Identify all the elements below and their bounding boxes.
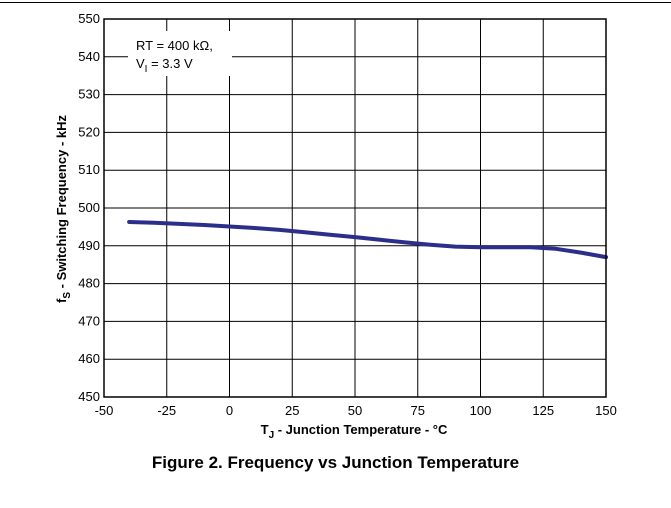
- x-tick-label: 0: [226, 403, 233, 418]
- figure-caption: Figure 2. Frequency vs Junction Temperat…: [151, 453, 520, 472]
- y-tick-label: 470: [78, 313, 100, 328]
- annotation-line-1: RT = 400 kΩ,: [136, 38, 213, 53]
- annotation-box: [128, 31, 232, 76]
- x-tick-label: 75: [411, 403, 425, 418]
- y-tick-label: 540: [78, 49, 100, 64]
- y-tick-label: 490: [78, 238, 100, 253]
- x-tick-label: -25: [157, 403, 176, 418]
- x-axis-label: TJ - Junction Temperature - °C: [261, 422, 448, 441]
- x-axis-label-rest: - Junction Temperature - °C: [274, 422, 448, 437]
- y-axis-label-rest: - Switching Frequency - kHz: [54, 115, 69, 292]
- x-tick-label: 25: [285, 403, 299, 418]
- annotation-line-2-rest: = 3.3 V: [147, 56, 192, 71]
- y-tick-label: 480: [78, 276, 100, 291]
- series-line: [127, 220, 608, 260]
- annotation-line-2-sub: I: [145, 64, 148, 75]
- y-tick-label: 550: [78, 11, 100, 26]
- y-tick-labels: 450 460 470 480 490 500 510 520 530 540 550: [78, 11, 100, 404]
- x-tick-labels: -50 -25 0 25 50 75 100 125 150: [95, 403, 617, 418]
- plot-frame: [103, 18, 607, 398]
- y-axis-label-main: f: [54, 298, 69, 303]
- x-tick-label: -50: [95, 403, 114, 418]
- x-tick-label: 125: [532, 403, 554, 418]
- top-rule: [0, 2, 671, 3]
- y-tick-label: 460: [78, 351, 100, 366]
- y-tick-label: 520: [78, 124, 100, 139]
- y-tick-label: 510: [78, 162, 100, 177]
- x-axis-label-sub: J: [269, 430, 275, 441]
- x-tick-label: 50: [348, 403, 362, 418]
- y-tick-label: 450: [78, 389, 100, 404]
- annotation-line-2: VI = 3.3 V: [136, 56, 193, 75]
- y-axis-label: fS - Switching Frequency - kHz: [54, 115, 73, 303]
- x-tick-label: 150: [595, 403, 617, 418]
- y-tick-label: 500: [78, 200, 100, 215]
- x-tick-label: 100: [470, 403, 492, 418]
- annotation-line-2-main: V: [136, 56, 145, 71]
- x-axis-label-main: T: [261, 422, 269, 437]
- y-axis-label-sub: S: [62, 292, 73, 299]
- y-tick-label: 530: [78, 87, 100, 102]
